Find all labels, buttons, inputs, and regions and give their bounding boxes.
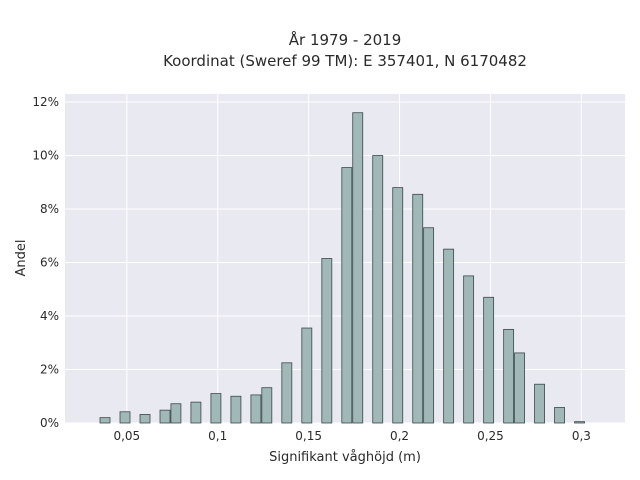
histogram-bar xyxy=(503,328,515,424)
histogram-bar xyxy=(190,401,202,424)
histogram-bar xyxy=(230,395,242,424)
y-axis-label: Andel xyxy=(14,240,29,277)
histogram-bar xyxy=(321,258,333,424)
histogram-bar xyxy=(392,187,404,424)
chart-title-line-1: År 1979 - 2019 xyxy=(289,30,402,49)
histogram-bar xyxy=(281,362,293,424)
histogram-bar xyxy=(463,275,475,424)
chart-title-line-2: Koordinat (Sweref 99 TM): E 357401, N 61… xyxy=(163,52,527,70)
histogram-bar xyxy=(341,167,353,424)
histogram-bar xyxy=(554,407,565,424)
y-tick-label: 8% xyxy=(40,202,59,216)
histogram-bar xyxy=(99,417,111,424)
y-tick-labels: 0% 2% 4% 6% 8% 10% 12% xyxy=(32,95,59,430)
histogram-bar xyxy=(261,387,273,424)
x-tick-label: 0,2 xyxy=(390,429,409,443)
x-tick-labels: 0,05 0,1 0,15 0,2 0,25 0,3 xyxy=(113,429,590,443)
bars xyxy=(99,112,585,424)
histogram-bar xyxy=(210,393,222,424)
x-tick-label: 0,05 xyxy=(113,429,140,443)
x-axis-label: Signifikant våghöjd (m) xyxy=(269,450,421,465)
histogram-bar xyxy=(423,227,435,424)
y-tick-label: 12% xyxy=(32,95,59,109)
y-tick-label: 4% xyxy=(40,309,59,323)
histogram-bar xyxy=(412,193,424,424)
y-tick-label: 0% xyxy=(40,416,59,430)
x-tick-label: 0,25 xyxy=(477,429,504,443)
y-tick-label: 2% xyxy=(40,363,59,377)
histogram-bar xyxy=(250,394,262,424)
histogram-bar xyxy=(352,112,364,424)
histogram-bar xyxy=(301,327,313,424)
histogram-bar xyxy=(139,414,151,424)
x-tick-label: 0,1 xyxy=(208,429,227,443)
histogram-bar xyxy=(483,296,495,424)
x-tick-label: 0,3 xyxy=(572,429,591,443)
histogram-bar xyxy=(119,411,131,424)
histogram-bar xyxy=(170,403,182,424)
x-tick-label: 0,15 xyxy=(295,429,322,443)
histogram-bar xyxy=(534,383,545,424)
histogram-bar xyxy=(443,248,455,424)
histogram-bar xyxy=(159,409,171,424)
histogram-bar xyxy=(514,352,525,424)
y-tick-label: 10% xyxy=(32,149,59,163)
y-tick-label: 6% xyxy=(40,256,59,270)
histogram-bar xyxy=(372,155,384,424)
histogram-bar xyxy=(574,421,585,424)
